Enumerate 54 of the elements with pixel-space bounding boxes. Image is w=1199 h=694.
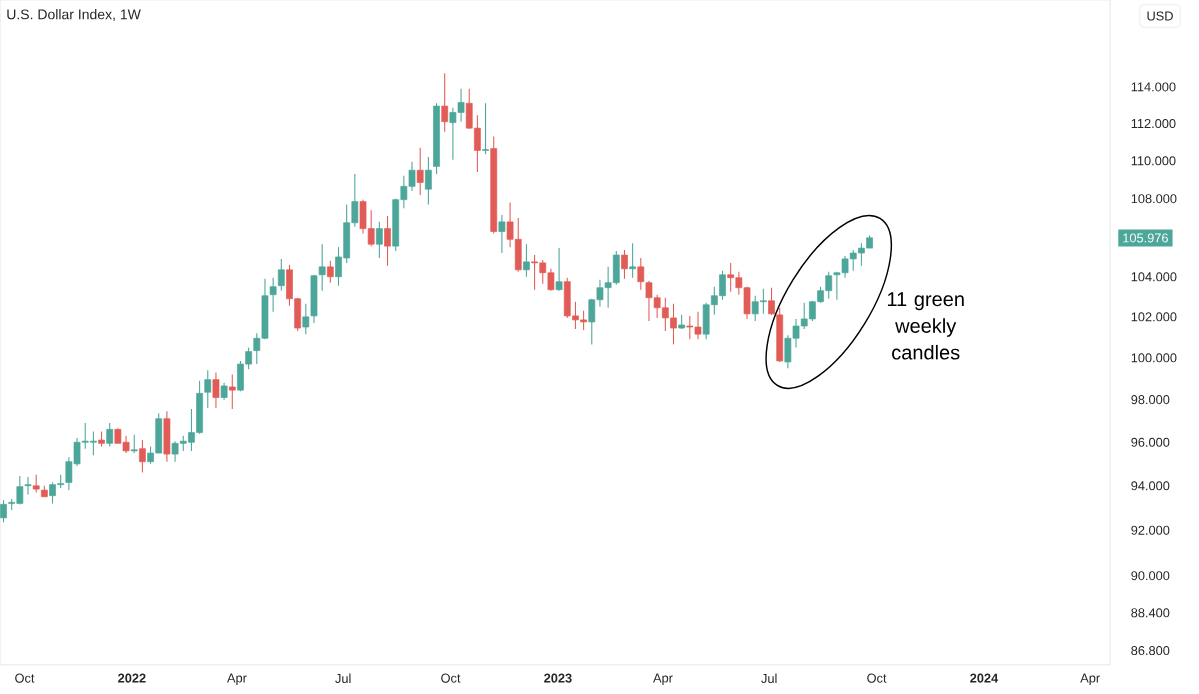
candlestick <box>416 147 424 196</box>
candlestick <box>523 243 530 278</box>
candlestick <box>326 260 334 284</box>
text: USD <box>1147 11 1173 21</box>
y-tick-label: 104.000 <box>1131 272 1177 282</box>
x-tick-label: Oct <box>15 673 35 683</box>
x-tick-label: 2023 <box>544 673 572 683</box>
x-tick-label: 2024 <box>970 673 999 683</box>
y-tick-label: 102.000 <box>1131 312 1177 322</box>
y-tick-label: 112.000 <box>1131 118 1176 129</box>
y-tick-label: 90.000 <box>1131 571 1170 581</box>
x-tick-label: Oct <box>867 673 887 683</box>
y-tick-label: 94.000 <box>1131 481 1170 491</box>
y-tick-label: 86.800 <box>1131 646 1170 656</box>
candlestick <box>228 373 236 410</box>
candlestick <box>375 221 383 259</box>
y-tick-label: 110.000 <box>1131 156 1176 166</box>
candlestick <box>212 371 220 409</box>
text: U.S. Dollar Index, 1W <box>7 9 141 21</box>
candlestick <box>629 242 637 279</box>
candlestick <box>637 257 645 291</box>
annotation: 11 green weekly candles <box>887 292 964 360</box>
y-tick-label: 108.000 <box>1131 194 1177 204</box>
candlestick <box>106 422 114 448</box>
candlestick <box>498 214 506 254</box>
x-tick-label: 2022 <box>118 673 146 683</box>
y-tick-label: 100.000 <box>1131 353 1177 363</box>
candlestick <box>269 277 277 313</box>
y-tick-label: 96.000 <box>1131 437 1170 447</box>
x-tick-label: Apr <box>653 673 673 686</box>
x-tick-label: Apr <box>1080 673 1100 686</box>
x-tick-label: Apr <box>227 673 247 686</box>
candlestick <box>441 72 449 133</box>
y-tick-label: 98.000 <box>1131 395 1170 405</box>
candlestick <box>621 249 628 280</box>
candlestick <box>204 369 212 409</box>
candlestick <box>277 258 285 292</box>
y-tick-label: 114.000 <box>1131 82 1176 92</box>
x-tick-label: Oct <box>441 673 461 683</box>
candlestick <box>482 102 489 155</box>
candlestick <box>24 476 32 496</box>
y-tick-label: 92.000 <box>1131 525 1170 535</box>
candlestick <box>130 434 138 454</box>
x-tick-label: Jul <box>335 673 351 684</box>
candlestick <box>139 439 146 474</box>
candlestick <box>425 156 432 206</box>
candlestick <box>555 247 563 292</box>
candlestick <box>384 215 391 267</box>
x-tick-label: Jul <box>761 673 777 684</box>
text: 105.976 <box>1123 233 1168 243</box>
y-tick-label: 88.400 <box>1131 608 1170 618</box>
candlestick <box>0 499 7 523</box>
candlestick <box>768 287 775 316</box>
candlestick <box>318 243 326 292</box>
